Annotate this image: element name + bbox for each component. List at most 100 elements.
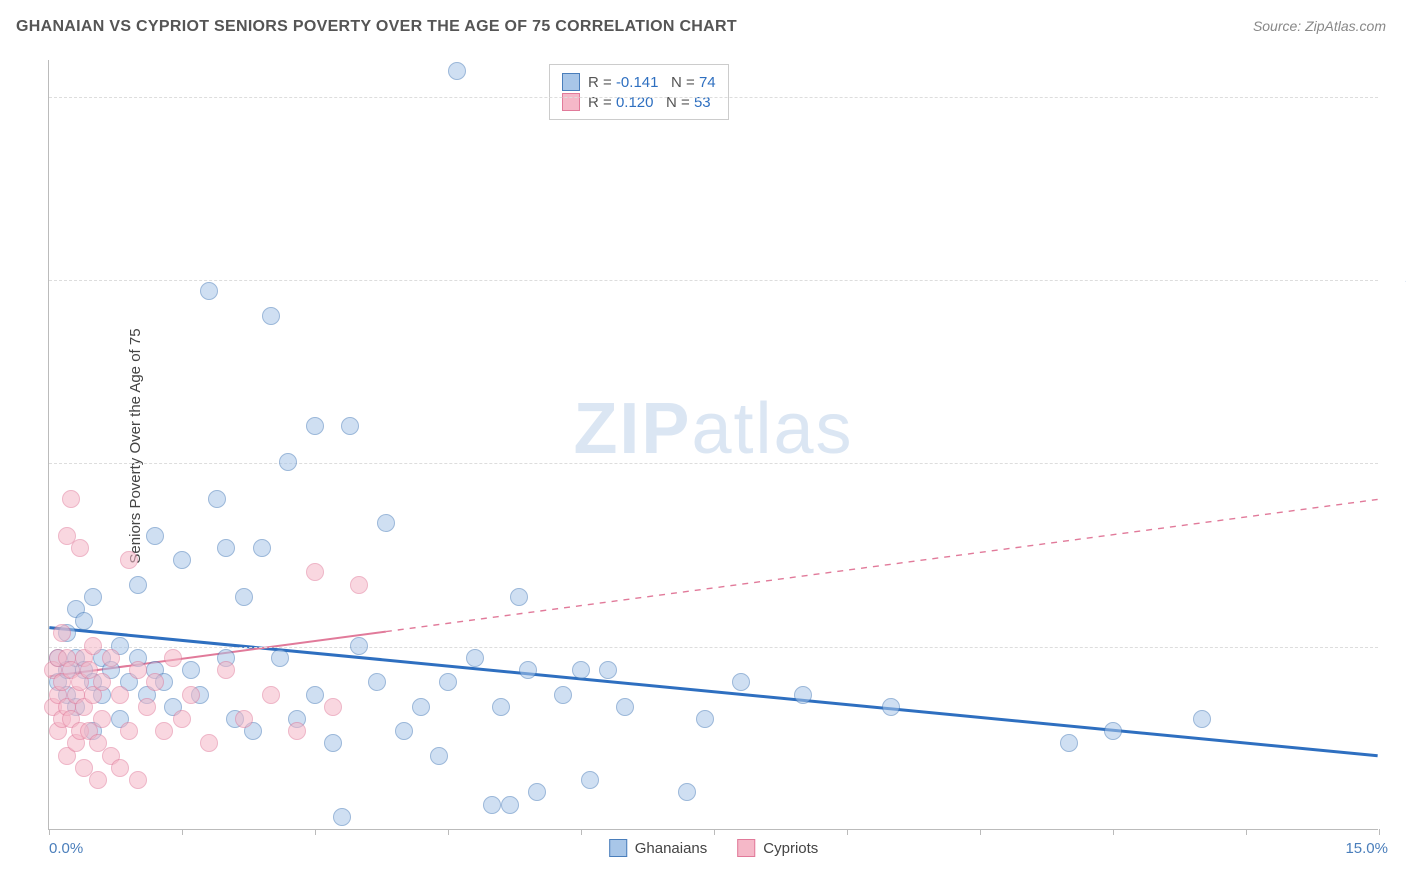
scatter-point	[155, 722, 173, 740]
scatter-point	[62, 490, 80, 508]
scatter-point	[483, 796, 501, 814]
x-tick	[182, 829, 183, 835]
scatter-point	[696, 710, 714, 728]
scatter-point	[164, 649, 182, 667]
scatter-point	[599, 661, 617, 679]
scatter-point	[572, 661, 590, 679]
scatter-point	[262, 686, 280, 704]
legend-label: Cypriots	[763, 840, 818, 857]
scatter-point	[324, 734, 342, 752]
scatter-point	[93, 710, 111, 728]
scatter-point	[519, 661, 537, 679]
legend-swatch	[562, 73, 580, 91]
scatter-point	[111, 686, 129, 704]
scatter-point	[368, 673, 386, 691]
gridline-h	[49, 463, 1378, 464]
scatter-point	[208, 490, 226, 508]
scatter-point	[146, 527, 164, 545]
scatter-point	[53, 624, 71, 642]
watermark: ZIPatlas	[573, 388, 853, 470]
scatter-point	[279, 453, 297, 471]
x-tick	[714, 829, 715, 835]
scatter-point	[528, 783, 546, 801]
scatter-point	[173, 551, 191, 569]
source-label: Source: ZipAtlas.com	[1253, 18, 1386, 34]
scatter-point	[882, 698, 900, 716]
scatter-point	[129, 771, 147, 789]
scatter-point	[75, 612, 93, 630]
scatter-point	[412, 698, 430, 716]
gridline-h	[49, 97, 1378, 98]
scatter-point	[395, 722, 413, 740]
legend-swatch	[737, 839, 755, 857]
correlation-legend: R = -0.141 N = 74R = 0.120 N = 53	[549, 64, 729, 120]
scatter-point	[120, 722, 138, 740]
x-tick	[315, 829, 316, 835]
scatter-point	[581, 771, 599, 789]
gridline-h	[49, 647, 1378, 648]
y-tick-label: 30.0%	[1388, 455, 1406, 472]
legend-label: Ghanaians	[635, 840, 708, 857]
scatter-point	[306, 417, 324, 435]
scatter-point	[235, 710, 253, 728]
scatter-point	[377, 514, 395, 532]
scatter-point	[616, 698, 634, 716]
scatter-point	[324, 698, 342, 716]
scatter-point	[235, 588, 253, 606]
scatter-point	[200, 734, 218, 752]
scatter-point	[306, 563, 324, 581]
x-tick	[448, 829, 449, 835]
legend-text: R = -0.141 N = 74	[588, 74, 716, 91]
x-tick	[1379, 829, 1380, 835]
scatter-point	[732, 673, 750, 691]
x-tick	[847, 829, 848, 835]
scatter-point	[71, 539, 89, 557]
scatter-point	[466, 649, 484, 667]
x-tick-max: 15.0%	[1345, 840, 1388, 857]
legend-row: R = -0.141 N = 74	[562, 73, 716, 91]
scatter-point	[448, 62, 466, 80]
legend-swatch	[609, 839, 627, 857]
scatter-point	[120, 551, 138, 569]
scatter-point	[501, 796, 519, 814]
scatter-point	[1060, 734, 1078, 752]
y-tick-label: 60.0%	[1388, 88, 1406, 105]
scatter-point	[89, 771, 107, 789]
scatter-point	[794, 686, 812, 704]
scatter-point	[93, 673, 111, 691]
y-tick-label: 15.0%	[1388, 638, 1406, 655]
y-tick-label: 45.0%	[1388, 272, 1406, 289]
scatter-point	[262, 307, 280, 325]
scatter-point	[129, 661, 147, 679]
scatter-point	[430, 747, 448, 765]
scatter-point	[138, 698, 156, 716]
scatter-point	[146, 673, 164, 691]
scatter-point	[288, 722, 306, 740]
x-tick	[980, 829, 981, 835]
scatter-point	[333, 808, 351, 826]
legend-item: Cypriots	[737, 839, 818, 857]
scatter-point	[217, 661, 235, 679]
scatter-point	[350, 637, 368, 655]
scatter-point	[111, 759, 129, 777]
scatter-point	[200, 282, 218, 300]
x-tick	[1113, 829, 1114, 835]
scatter-point	[102, 649, 120, 667]
scatter-point	[306, 686, 324, 704]
scatter-point	[182, 661, 200, 679]
chart-title: GHANAIAN VS CYPRIOT SENIORS POVERTY OVER…	[16, 18, 737, 36]
legend-item: Ghanaians	[609, 839, 708, 857]
scatter-point	[492, 698, 510, 716]
scatter-point	[271, 649, 289, 667]
scatter-point	[1104, 722, 1122, 740]
scatter-point	[554, 686, 572, 704]
chart-container: GHANAIAN VS CYPRIOT SENIORS POVERTY OVER…	[0, 0, 1406, 892]
scatter-point	[129, 576, 147, 594]
x-tick-min: 0.0%	[49, 840, 83, 857]
x-tick	[49, 829, 50, 835]
scatter-point	[678, 783, 696, 801]
scatter-point	[510, 588, 528, 606]
scatter-point	[439, 673, 457, 691]
scatter-point	[217, 539, 235, 557]
scatter-point	[84, 588, 102, 606]
